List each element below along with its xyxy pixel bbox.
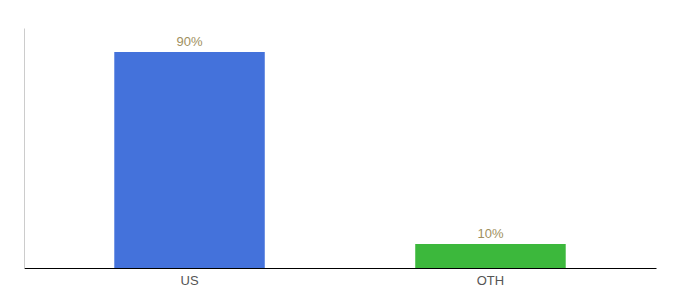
x-tick-label: US bbox=[180, 273, 198, 288]
bar bbox=[114, 52, 264, 268]
x-axis-line bbox=[25, 268, 657, 269]
data-label: 10% bbox=[477, 226, 503, 241]
bars bbox=[114, 52, 565, 268]
chart: 90% 10% US OTH bbox=[0, 0, 680, 300]
data-labels: 90% 10% bbox=[177, 34, 504, 241]
x-tick-label: OTH bbox=[477, 273, 504, 288]
plot: 90% 10% US OTH bbox=[25, 29, 657, 289]
x-tick: OTH bbox=[477, 268, 504, 288]
x-axis: US OTH bbox=[25, 268, 657, 288]
y-axis bbox=[24, 29, 25, 269]
bar bbox=[415, 244, 565, 268]
data-label: 90% bbox=[177, 34, 203, 49]
x-tick: US bbox=[180, 268, 198, 288]
y-axis-line bbox=[24, 29, 25, 269]
